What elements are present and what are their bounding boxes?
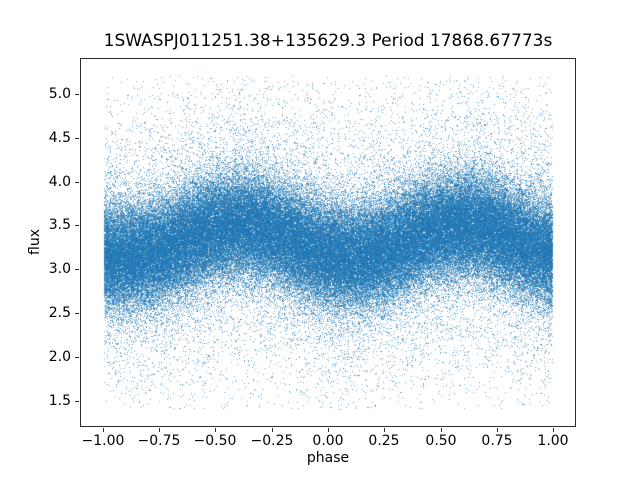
- y-tick-label: 4.5: [48, 130, 71, 146]
- y-tick-label: 1.5: [48, 393, 71, 409]
- y-tick-mark: [75, 401, 79, 402]
- y-tick-mark: [75, 138, 79, 139]
- x-tick-label: 1.00: [537, 433, 569, 449]
- x-axis-label: phase: [306, 450, 350, 466]
- y-tick-label: 2.5: [48, 305, 71, 321]
- y-tick-label: 3.0: [48, 261, 71, 277]
- y-tick-mark: [75, 357, 79, 358]
- chart-title: 1SWASPJ011251.38+135629.3 Period 17868.6…: [103, 31, 553, 51]
- x-tick-label: 0.00: [312, 433, 344, 449]
- y-tick-mark: [75, 94, 79, 95]
- x-tick-mark: [497, 428, 498, 432]
- x-tick-mark: [384, 428, 385, 432]
- x-tick-mark: [103, 428, 104, 432]
- y-tick-mark: [75, 269, 79, 270]
- y-tick-mark: [75, 313, 79, 314]
- y-tick-label: 3.5: [48, 217, 71, 233]
- x-tick-label: 0.50: [425, 433, 457, 449]
- x-tick-mark: [215, 428, 216, 432]
- y-tick-mark: [75, 182, 79, 183]
- x-tick-mark: [441, 428, 442, 432]
- x-tick-mark: [159, 428, 160, 432]
- x-tick-mark: [328, 428, 329, 432]
- x-tick-label: −0.25: [250, 433, 294, 449]
- x-tick-label: 0.75: [481, 433, 513, 449]
- y-tick-mark: [75, 225, 79, 226]
- scatter-points-canvas: [81, 59, 575, 426]
- y-tick-label: 2.0: [48, 349, 71, 365]
- x-tick-label: −0.75: [137, 433, 181, 449]
- x-tick-mark: [553, 428, 554, 432]
- y-tick-label: 5.0: [48, 86, 71, 102]
- plot-area: [80, 58, 576, 427]
- x-tick-label: −1.00: [81, 433, 125, 449]
- x-tick-mark: [272, 428, 273, 432]
- x-tick-label: 0.25: [368, 433, 400, 449]
- y-tick-label: 4.0: [48, 174, 71, 190]
- x-tick-label: −0.50: [193, 433, 237, 449]
